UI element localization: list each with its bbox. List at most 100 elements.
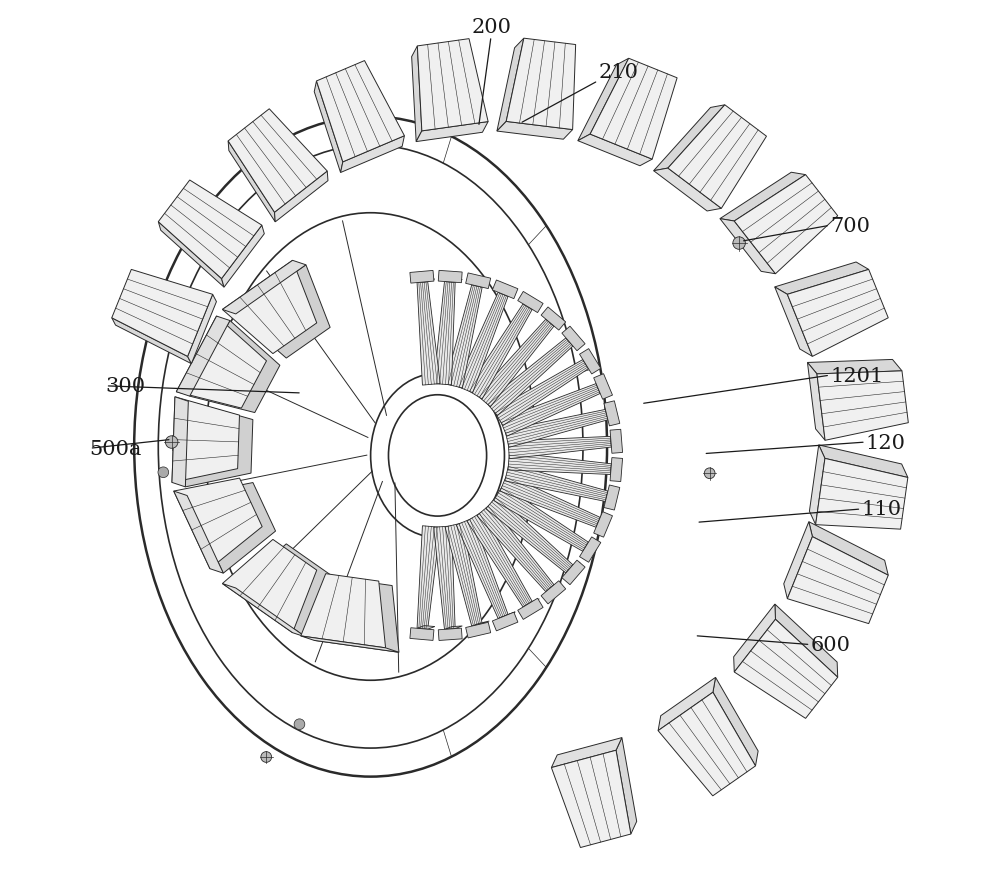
Polygon shape — [784, 522, 812, 599]
Polygon shape — [809, 522, 888, 576]
Polygon shape — [222, 226, 264, 288]
Polygon shape — [713, 678, 758, 766]
Polygon shape — [734, 604, 775, 672]
Polygon shape — [506, 39, 576, 131]
Polygon shape — [562, 327, 585, 351]
Polygon shape — [654, 169, 721, 212]
Polygon shape — [500, 475, 600, 527]
Polygon shape — [492, 612, 518, 631]
Polygon shape — [316, 62, 404, 163]
Circle shape — [733, 238, 745, 250]
Polygon shape — [594, 512, 612, 537]
Polygon shape — [605, 489, 615, 502]
Polygon shape — [578, 135, 652, 166]
Polygon shape — [236, 544, 330, 637]
Polygon shape — [720, 173, 806, 222]
Polygon shape — [551, 738, 622, 768]
Polygon shape — [604, 485, 620, 510]
Polygon shape — [819, 445, 908, 478]
Polygon shape — [807, 363, 825, 441]
Polygon shape — [497, 39, 524, 132]
Polygon shape — [301, 637, 399, 653]
Polygon shape — [314, 82, 343, 173]
Polygon shape — [477, 320, 554, 408]
Polygon shape — [222, 540, 317, 633]
Polygon shape — [434, 527, 455, 629]
Text: 700: 700 — [830, 216, 870, 235]
Polygon shape — [596, 382, 607, 394]
Polygon shape — [445, 523, 482, 627]
Polygon shape — [546, 583, 561, 592]
Text: 110: 110 — [861, 500, 901, 519]
Polygon shape — [494, 360, 588, 426]
Polygon shape — [523, 302, 539, 310]
Polygon shape — [734, 620, 838, 719]
Polygon shape — [417, 280, 435, 283]
Text: 300: 300 — [106, 377, 146, 396]
Text: 600: 600 — [810, 636, 850, 654]
Circle shape — [294, 719, 305, 730]
Polygon shape — [658, 693, 756, 796]
Circle shape — [261, 752, 272, 763]
Polygon shape — [112, 270, 213, 357]
Polygon shape — [174, 492, 223, 574]
Polygon shape — [497, 122, 573, 140]
Polygon shape — [417, 283, 440, 385]
Polygon shape — [583, 540, 596, 552]
Polygon shape — [775, 288, 812, 357]
Polygon shape — [775, 604, 838, 678]
Polygon shape — [596, 515, 607, 527]
Polygon shape — [523, 599, 539, 607]
Polygon shape — [112, 318, 191, 364]
Circle shape — [261, 186, 272, 197]
Polygon shape — [228, 110, 327, 213]
Text: 200: 200 — [471, 18, 511, 37]
Polygon shape — [472, 621, 489, 627]
Polygon shape — [188, 295, 216, 364]
Polygon shape — [498, 291, 515, 297]
Polygon shape — [590, 59, 677, 160]
Polygon shape — [456, 519, 508, 619]
Polygon shape — [583, 358, 596, 369]
Polygon shape — [541, 581, 566, 604]
Polygon shape — [222, 261, 306, 315]
Polygon shape — [500, 384, 600, 436]
Polygon shape — [594, 375, 612, 400]
Polygon shape — [546, 317, 561, 326]
Polygon shape — [816, 459, 908, 529]
Polygon shape — [654, 105, 725, 172]
Circle shape — [704, 468, 715, 479]
Polygon shape — [228, 142, 275, 223]
Polygon shape — [494, 485, 588, 552]
Polygon shape — [187, 483, 276, 574]
Polygon shape — [176, 316, 267, 409]
Polygon shape — [604, 401, 620, 426]
Polygon shape — [158, 181, 262, 279]
Polygon shape — [505, 464, 608, 502]
Polygon shape — [807, 360, 902, 375]
Polygon shape — [734, 175, 838, 274]
Polygon shape — [616, 738, 637, 834]
Polygon shape — [444, 626, 462, 629]
Polygon shape — [610, 430, 623, 454]
Polygon shape — [817, 371, 908, 441]
Polygon shape — [518, 292, 543, 313]
Polygon shape — [172, 397, 239, 483]
Text: 210: 210 — [598, 63, 638, 81]
Polygon shape — [466, 622, 491, 638]
Polygon shape — [518, 599, 543, 620]
Polygon shape — [809, 445, 825, 525]
Polygon shape — [467, 512, 532, 607]
Polygon shape — [314, 578, 399, 653]
Text: 120: 120 — [866, 433, 906, 452]
Polygon shape — [720, 219, 775, 274]
Polygon shape — [190, 321, 280, 413]
Circle shape — [158, 468, 169, 478]
Polygon shape — [341, 137, 404, 173]
Circle shape — [165, 436, 178, 449]
Polygon shape — [472, 283, 489, 288]
Polygon shape — [611, 461, 619, 475]
Polygon shape — [541, 308, 566, 331]
Polygon shape — [434, 283, 455, 385]
Polygon shape — [158, 223, 224, 288]
